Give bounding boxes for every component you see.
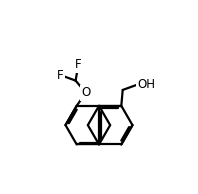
Text: F: F bbox=[75, 58, 82, 71]
Text: OH: OH bbox=[138, 78, 156, 91]
Text: O: O bbox=[81, 86, 90, 99]
Text: F: F bbox=[57, 69, 64, 82]
